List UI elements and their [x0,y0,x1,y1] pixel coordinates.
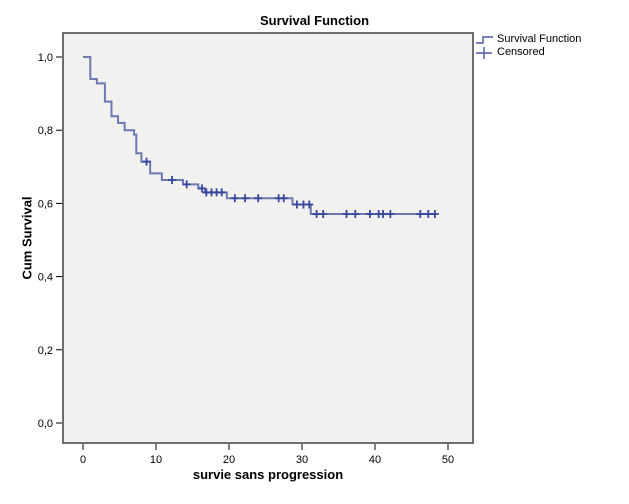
censored-marker [168,175,177,184]
censored-marker [319,210,328,219]
censored-marker [416,210,425,219]
y-tick-label: 0,2 [38,345,53,357]
censored-marker [197,184,206,193]
plot-background [62,32,474,444]
censored-marker [365,210,374,219]
censored-marker [182,180,191,189]
legend: Survival Function Censored [476,33,581,59]
step-line-icon [476,36,493,44]
censored-marker [379,210,388,219]
y-tick-label: 1,0 [38,52,53,64]
censored-marker [279,194,288,203]
x-tick-label: 30 [296,454,308,466]
x-axis-title: survie sans progression [192,467,344,482]
legend-label: Survival Function [497,33,582,45]
censored-marker [305,200,314,209]
legend-label: Censored [497,46,545,58]
censored-marker [230,194,239,203]
censored-marker [430,210,439,219]
legend-item-censored: Censored [476,46,581,59]
x-tick-label: 0 [80,454,86,466]
y-tick-label: 0,4 [38,272,53,284]
chart-title: Survival Function [259,13,370,28]
plus-cross-icon [476,47,492,59]
legend-item-survival-function: Survival Function [476,33,581,46]
censored-marker [342,210,351,219]
y-tick-label: 0,8 [38,125,53,137]
x-tick-label: 40 [369,454,381,466]
x-tick-label: 20 [223,454,235,466]
x-tick-label: 10 [150,454,162,466]
censored-marker [217,188,226,197]
censored-marker [241,194,250,203]
censored-marker [254,194,263,203]
y-tick-label: 0,0 [38,418,53,430]
censored-marker [351,210,360,219]
survival-step-curve [83,56,436,216]
censored-marker [386,210,395,219]
y-tick-label: 0,6 [38,198,53,210]
x-tick-label: 50 [442,454,454,466]
censored-marker [142,157,151,166]
